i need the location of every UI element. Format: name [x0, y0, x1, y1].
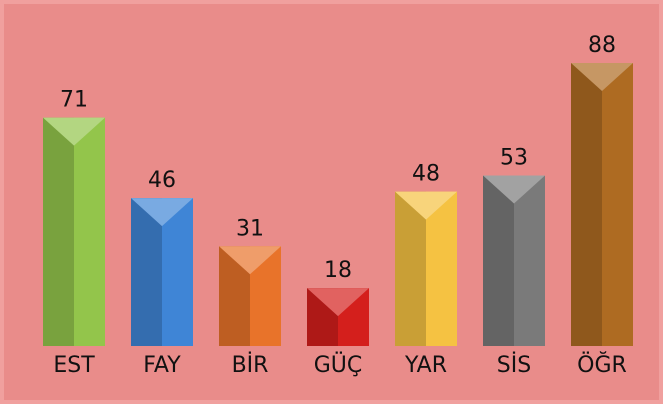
x-tick-label: GÜÇ: [314, 352, 363, 378]
bar-right-face: [514, 175, 545, 346]
bar-left-face: [131, 198, 162, 346]
bar: [219, 246, 281, 346]
bar: [307, 288, 369, 346]
value-label: 48: [412, 162, 440, 187]
bar-cap: [571, 63, 633, 91]
x-tick-label: YAR: [404, 353, 447, 378]
x-tick-label: SİS: [497, 352, 531, 378]
value-label: 18: [324, 258, 352, 283]
x-tick-label: EST: [53, 353, 95, 378]
x-tick-label: ÖĞR: [577, 352, 627, 378]
bar-right-face: [162, 198, 193, 346]
x-tick-label: BİR: [232, 352, 269, 378]
value-label: 71: [60, 88, 88, 113]
bar-cap: [395, 191, 457, 220]
value-label: 46: [148, 168, 176, 193]
x-tick-label: FAY: [143, 353, 181, 378]
bar-cap: [131, 198, 193, 227]
bar: [483, 175, 545, 346]
bar-cap: [307, 288, 369, 317]
bar: [131, 198, 193, 346]
value-label: 31: [236, 216, 264, 241]
bar-left-face: [483, 175, 514, 346]
value-label: 88: [588, 33, 616, 58]
bar-left-face: [571, 63, 602, 346]
bar: [43, 117, 105, 346]
bar-cap: [219, 246, 281, 275]
bar-cap: [43, 117, 105, 146]
value-label: 53: [500, 146, 528, 171]
bar-cap: [483, 175, 545, 204]
bar: [571, 63, 633, 346]
bar-right-face: [74, 117, 105, 346]
bar-left-face: [395, 191, 426, 346]
bar: [395, 191, 457, 346]
bar-left-face: [43, 117, 74, 346]
bar-right-face: [426, 191, 457, 346]
bar-right-face: [602, 63, 633, 346]
